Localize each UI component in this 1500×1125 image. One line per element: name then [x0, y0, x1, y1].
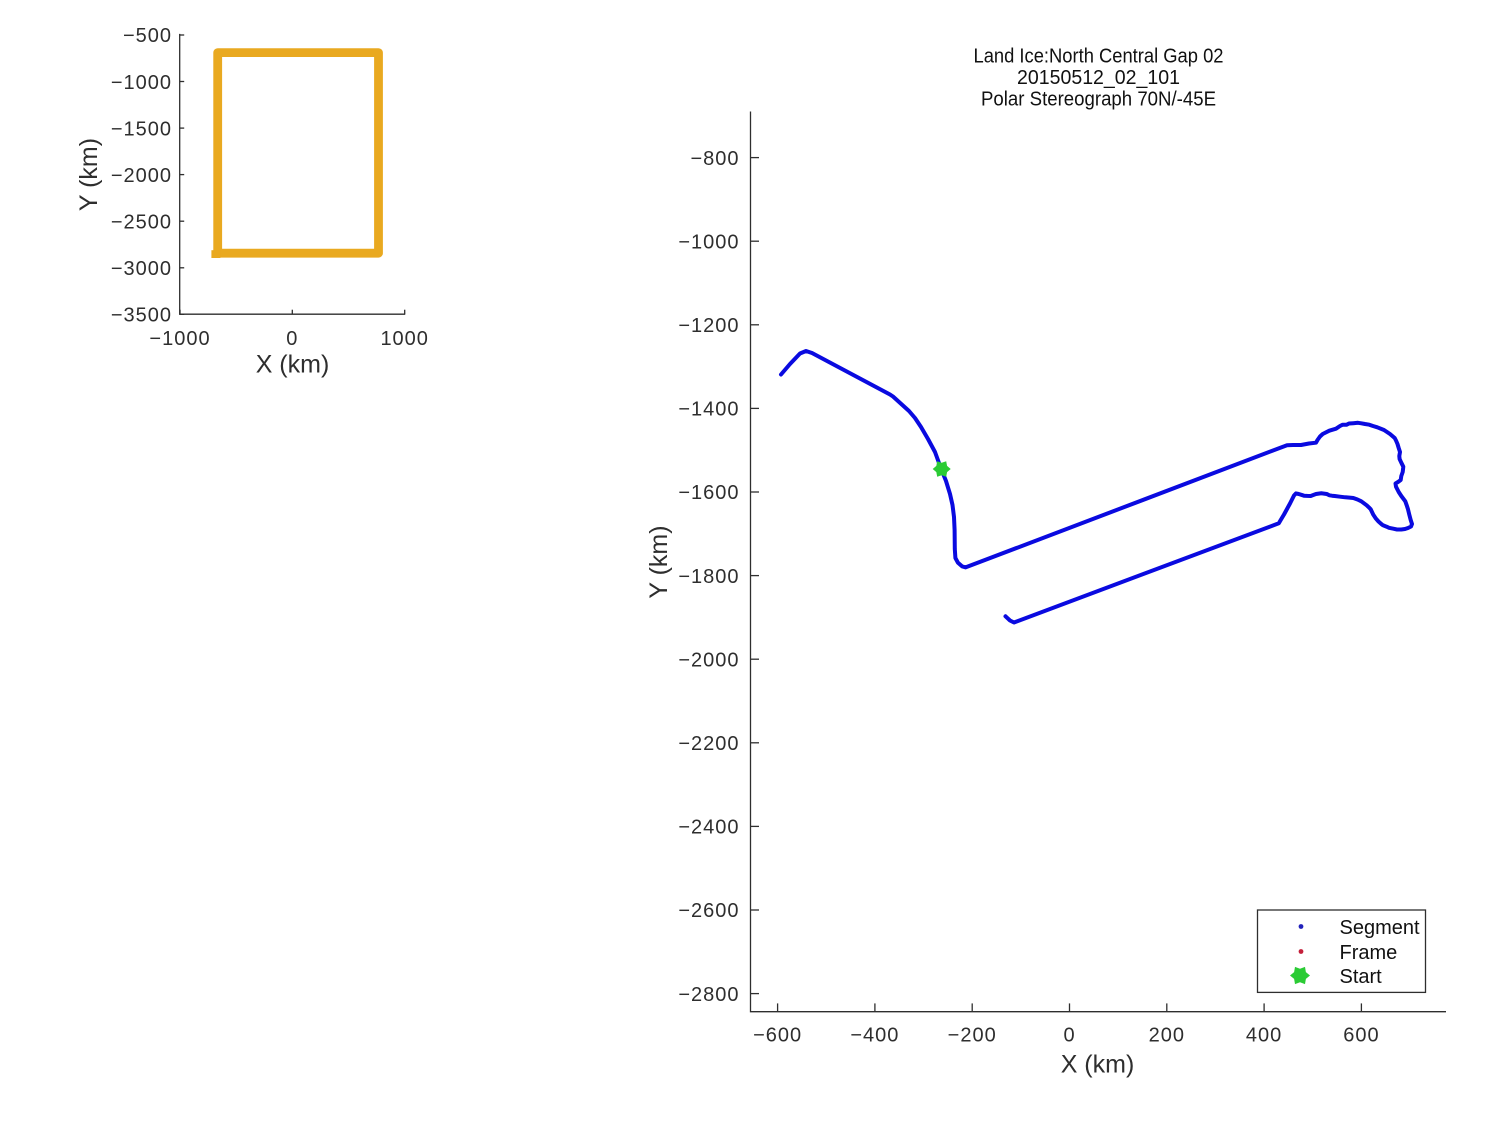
svg-text:−1600: −1600 [678, 482, 739, 504]
svg-text:0: 0 [286, 328, 298, 350]
svg-text:−1000: −1000 [111, 72, 172, 94]
svg-text:−1800: −1800 [678, 566, 739, 588]
svg-text:0: 0 [1063, 1025, 1075, 1047]
svg-text:400: 400 [1246, 1025, 1282, 1047]
svg-text:Polar Stereograph 70N/-45E: Polar Stereograph 70N/-45E [981, 88, 1216, 110]
svg-text:−200: −200 [948, 1025, 997, 1047]
svg-text:−600: −600 [753, 1025, 802, 1047]
svg-text:Land Ice:North Central Gap 02: Land Ice:North Central Gap 02 [974, 46, 1224, 68]
svg-text:1000: 1000 [380, 328, 429, 350]
svg-text:−1200: −1200 [678, 315, 739, 337]
svg-text:Frame: Frame [1340, 942, 1398, 964]
svg-text:−1400: −1400 [678, 399, 739, 421]
svg-text:−1000: −1000 [678, 231, 739, 253]
svg-text:−2800: −2800 [678, 984, 739, 1006]
svg-text:−2500: −2500 [111, 211, 172, 233]
svg-text:−2400: −2400 [678, 817, 739, 839]
svg-text:20150512_02_101: 20150512_02_101 [1017, 67, 1180, 89]
svg-text:Start: Start [1340, 966, 1383, 988]
svg-text:−2600: −2600 [678, 900, 739, 922]
svg-text:−2000: −2000 [678, 649, 739, 671]
svg-text:Segment: Segment [1340, 917, 1420, 939]
svg-text:−1500: −1500 [111, 118, 172, 140]
svg-text:X (km): X (km) [1061, 1051, 1135, 1079]
svg-text:−1000: −1000 [149, 328, 210, 350]
svg-text:X (km): X (km) [256, 351, 330, 379]
svg-text:−3000: −3000 [111, 258, 172, 280]
svg-text:−2000: −2000 [111, 165, 172, 187]
svg-text:600: 600 [1343, 1025, 1379, 1047]
svg-text:Y (km): Y (km) [645, 525, 673, 598]
svg-text:−2200: −2200 [678, 733, 739, 755]
svg-text:−500: −500 [123, 25, 172, 47]
svg-text:200: 200 [1149, 1025, 1185, 1047]
svg-text:−3500: −3500 [111, 305, 172, 327]
svg-text:−400: −400 [850, 1025, 899, 1047]
svg-text:Y (km): Y (km) [75, 138, 103, 211]
svg-text:−800: −800 [690, 148, 739, 170]
